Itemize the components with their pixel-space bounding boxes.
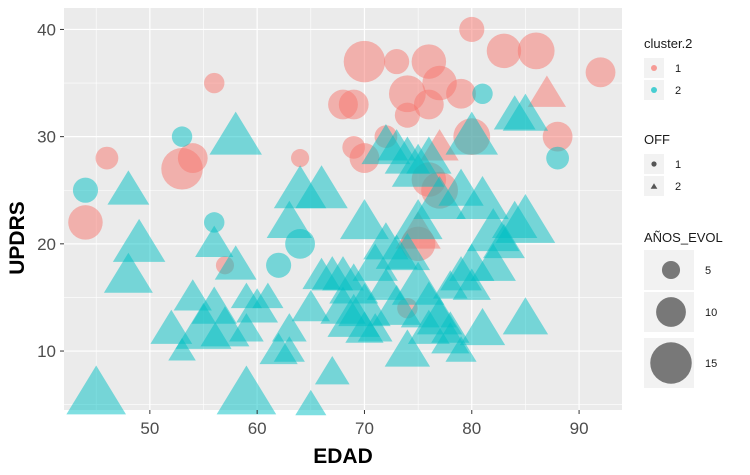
- x-axis-title: EDAD: [313, 445, 373, 468]
- data-point-circle: [517, 32, 555, 70]
- data-point-triangle: [314, 355, 350, 385]
- data-point-triangle: [214, 245, 257, 280]
- data-point-triangle: [377, 129, 416, 161]
- data-point-circle: [486, 33, 522, 69]
- data-point-triangle: [150, 309, 193, 344]
- data-point-triangle: [291, 289, 330, 322]
- data-point-circle: [95, 146, 119, 170]
- data-point-triangle: [103, 252, 153, 293]
- legend-label: 1: [675, 159, 681, 171]
- grid-lines: [64, 8, 622, 410]
- data-point-triangle: [445, 111, 499, 155]
- data-point-circle: [394, 102, 420, 128]
- data-point-triangle: [527, 75, 567, 107]
- legend-title-cluster: cluster.2: [644, 36, 692, 51]
- data-point-triangle: [272, 313, 307, 342]
- legend-label: 1: [675, 63, 681, 75]
- legend-label: 2: [675, 181, 681, 193]
- legend-key-size: [661, 260, 681, 280]
- legend-label: 10: [705, 307, 717, 319]
- legend-label: 15: [705, 358, 717, 370]
- data-point-circle: [343, 40, 386, 83]
- data-points: [66, 16, 616, 416]
- y-axis-ticks: 10 20 30 40: [37, 20, 64, 361]
- data-point-triangle: [452, 268, 491, 300]
- data-point-circle: [446, 78, 476, 109]
- data-point-triangle: [406, 136, 452, 174]
- y-tick-label: 10: [37, 342, 56, 361]
- data-point-triangle: [357, 313, 393, 342]
- data-point-circle: [585, 57, 616, 88]
- data-point-circle: [542, 121, 573, 152]
- y-axis-title: UPDRS: [6, 201, 29, 275]
- data-point-circle: [177, 143, 208, 173]
- data-point-triangle: [339, 199, 389, 240]
- data-point-circle: [204, 212, 225, 233]
- data-point-circle: [68, 205, 103, 240]
- x-tick-label: 70: [355, 419, 374, 438]
- data-point-triangle: [470, 243, 516, 281]
- legend-key-size: [656, 297, 686, 327]
- legend-title-off: OFF: [644, 132, 670, 147]
- legend-key-circle: [651, 87, 657, 93]
- data-point-triangle: [413, 175, 466, 219]
- data-point-circle: [266, 252, 292, 278]
- data-point-circle: [338, 89, 369, 120]
- data-point-triangle: [495, 194, 556, 243]
- data-point-triangle: [456, 175, 509, 219]
- data-point-circle: [171, 126, 193, 147]
- data-point-triangle: [384, 329, 431, 367]
- data-point-triangle: [195, 225, 234, 257]
- legend-key-circle: [651, 65, 657, 71]
- data-point-triangle: [502, 93, 549, 131]
- data-point-triangle: [502, 297, 549, 335]
- x-tick-label: 60: [248, 419, 267, 438]
- legend-key-size: [650, 342, 692, 384]
- y-tick-label: 30: [37, 128, 56, 147]
- data-point-circle: [204, 72, 225, 94]
- data-point-triangle: [338, 283, 391, 327]
- data-point-triangle: [295, 389, 327, 416]
- data-point-triangle: [216, 365, 277, 415]
- data-point-triangle: [252, 282, 284, 309]
- x-tick-label: 90: [570, 419, 589, 438]
- data-point-triangle: [173, 279, 212, 311]
- data-point-circle: [459, 16, 485, 42]
- y-tick-label: 40: [37, 20, 56, 39]
- x-tick-label: 50: [140, 419, 159, 438]
- data-point-triangle: [273, 336, 305, 362]
- data-point-circle: [291, 149, 310, 168]
- data-point-triangle: [209, 111, 262, 155]
- legend-key-circle: [651, 161, 657, 167]
- x-axis-ticks: 50 60 70 80 90: [140, 410, 589, 438]
- data-point-circle: [72, 177, 99, 203]
- data-point-triangle: [445, 336, 477, 362]
- legend-title-evol: AÑOS_EVOL: [644, 230, 723, 245]
- data-point-triangle: [107, 170, 150, 205]
- data-point-circle: [472, 83, 493, 104]
- y-tick-label: 20: [37, 235, 56, 254]
- x-tick-label: 80: [462, 419, 481, 438]
- data-point-circle: [546, 146, 570, 170]
- data-point-triangle: [459, 307, 506, 346]
- legend-key-triangle: [650, 183, 658, 189]
- legend-label: 2: [675, 85, 681, 97]
- legend-label: 5: [705, 265, 711, 277]
- data-point-triangle: [66, 365, 127, 415]
- data-point-triangle: [393, 199, 443, 240]
- data-point-circle: [384, 49, 410, 75]
- data-point-triangle: [384, 232, 431, 271]
- data-point-triangle: [295, 165, 348, 209]
- data-point-triangle: [168, 337, 196, 361]
- data-point-triangle: [229, 313, 264, 342]
- data-point-triangle: [112, 218, 166, 262]
- data-point-triangle: [266, 200, 313, 238]
- legend: cluster.2 1 2 OFF 1 2 AÑOS_EVOL 5 10 15: [644, 36, 723, 388]
